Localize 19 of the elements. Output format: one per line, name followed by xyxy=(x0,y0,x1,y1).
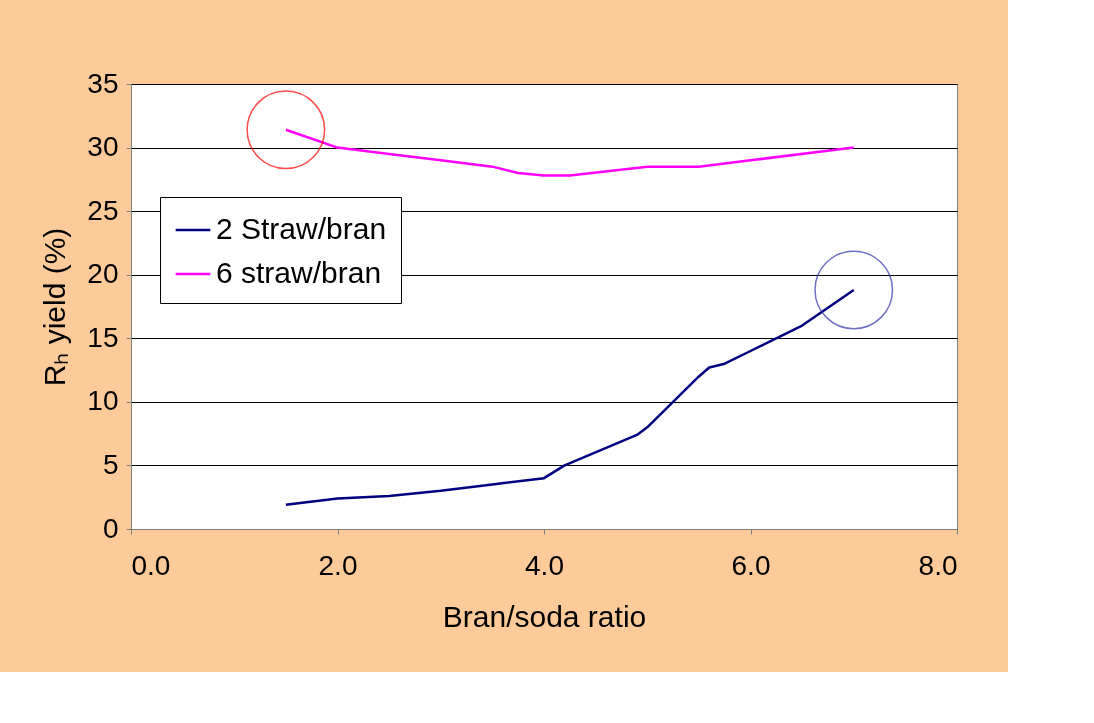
x-tick-label: 4.0 xyxy=(525,549,564,581)
x-tick-label: 6.0 xyxy=(731,549,771,581)
legend-label: 6 straw/bran xyxy=(216,256,382,289)
line-series xyxy=(284,128,855,177)
legend-label: 2 Straw/bran xyxy=(216,212,387,245)
x-axis-title: Bran/soda ratio xyxy=(442,599,647,633)
y-tick-label: 30 xyxy=(87,131,119,163)
x-tick-label: 0.0 xyxy=(131,549,171,581)
x-tick-label: 8.0 xyxy=(918,549,958,581)
y-tick-label: 10 xyxy=(87,385,119,417)
line-series xyxy=(284,288,855,507)
y-tick-label: 20 xyxy=(87,258,119,290)
y-tick-label: 0 xyxy=(102,512,119,544)
y-tick-label: 15 xyxy=(87,321,119,353)
y-tick-label: 35 xyxy=(87,67,119,99)
x-tick-label: 2.0 xyxy=(318,549,358,581)
y-tick-label: 25 xyxy=(87,194,119,226)
y-axis-title: Rₕ yield (%) xyxy=(38,227,72,387)
y-tick-label: 5 xyxy=(102,448,119,480)
